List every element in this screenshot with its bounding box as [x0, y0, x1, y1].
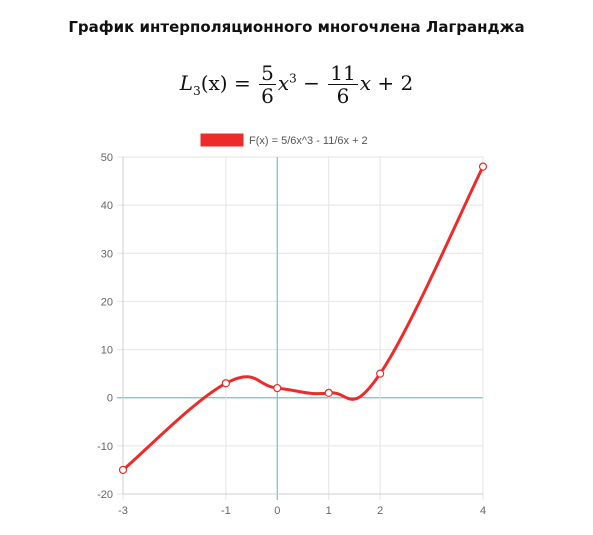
- data-point: [376, 369, 385, 378]
- formula-lhs-name: L: [179, 71, 194, 95]
- formula-lhs-arg: (x): [200, 71, 228, 95]
- y-tick-label: -10: [97, 441, 113, 453]
- legend-label: F(x) = 5/6x^3 - 11/6x + 2: [249, 135, 368, 147]
- formula-fraction-2: 11 6: [328, 61, 358, 108]
- data-point: [478, 162, 488, 171]
- x-tick-label: 2: [377, 505, 383, 517]
- formula-constant: 2: [400, 71, 414, 95]
- data-point: [118, 465, 128, 475]
- legend-swatch: [200, 133, 244, 147]
- y-tick-label: 50: [101, 152, 113, 164]
- formula-power: 3: [289, 71, 297, 86]
- y-tick-label: 40: [101, 200, 113, 212]
- formula-lhs-subscript: 3: [193, 84, 201, 98]
- x-tick-label: -1: [221, 505, 231, 517]
- formula-plus: +: [377, 71, 395, 95]
- series-line: [121, 165, 485, 472]
- x-tick-label: 1: [326, 505, 332, 517]
- y-tick-label: 20: [101, 296, 113, 308]
- formula-var-1: x: [277, 71, 290, 95]
- x-tick-label: 0: [274, 505, 280, 517]
- formula-fraction-1-numerator: 5: [259, 61, 276, 85]
- x-tick-label: -3: [118, 505, 128, 517]
- x-tick-label: 4: [480, 505, 486, 517]
- y-tick-label: 30: [101, 248, 113, 260]
- data-point: [324, 388, 333, 397]
- data-point: [221, 379, 230, 388]
- lagrange-formula: L3(x) = 5 6 x3 − 11 6 x + 2: [0, 62, 593, 107]
- formula-fraction-2-denominator: 6: [336, 84, 350, 108]
- formula-fraction-2-numerator: 11: [328, 61, 358, 85]
- formula-equals: =: [233, 71, 251, 95]
- formula-var-2: x: [359, 71, 371, 95]
- data-point: [273, 383, 282, 393]
- formula-minus: −: [303, 71, 320, 95]
- y-tick-label: -20: [97, 489, 113, 501]
- page-title: График интерполяционного многочлена Лагр…: [68, 18, 525, 36]
- formula-fraction-1-denominator: 6: [261, 84, 274, 108]
- y-tick-label: 10: [101, 345, 113, 357]
- y-tick-label: 0: [107, 393, 113, 405]
